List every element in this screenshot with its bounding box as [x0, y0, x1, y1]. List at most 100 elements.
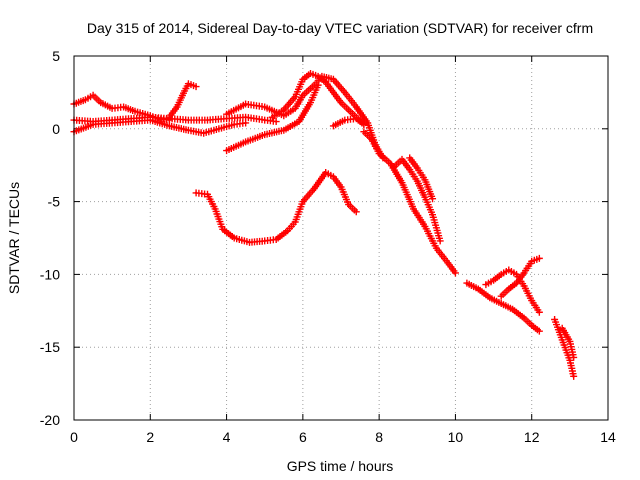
x-tick-label: 8 [375, 429, 383, 445]
x-tick-label: 12 [524, 429, 540, 445]
data-point [263, 105, 266, 109]
series-arc-8 [192, 169, 360, 246]
data-point [377, 152, 381, 155]
data-point [110, 107, 114, 110]
data-point [484, 283, 488, 286]
data-point [274, 120, 278, 123]
series-arc-9 [329, 115, 368, 130]
data-point [187, 82, 190, 85]
series-arc-6 [268, 70, 368, 128]
data-point [572, 375, 575, 378]
data-point [194, 191, 198, 195]
series-markers [192, 169, 360, 246]
data-point [301, 94, 305, 97]
data-point [355, 117, 358, 120]
data-point [316, 75, 320, 78]
data-point [282, 129, 285, 132]
data-point [91, 94, 95, 97]
y-tick-label: -20 [40, 412, 60, 428]
data-point [530, 299, 533, 302]
data-point [488, 296, 491, 299]
plot-frame [73, 55, 609, 421]
data-point [561, 327, 564, 330]
data-point [133, 110, 137, 113]
data-point [99, 101, 102, 104]
data-point [206, 118, 209, 122]
data-point [168, 115, 171, 119]
data-point [294, 95, 297, 98]
data-point [221, 228, 224, 231]
data-point [366, 121, 369, 125]
data-point [84, 98, 87, 101]
data-point [297, 120, 301, 123]
data-point [130, 120, 133, 123]
data-point [507, 268, 511, 272]
data-point [332, 91, 335, 94]
x-tick-label: 0 [70, 429, 78, 445]
data-point [324, 171, 327, 174]
series-arc-14 [482, 266, 543, 316]
data-point [282, 114, 285, 117]
series-arc-3 [70, 116, 250, 137]
data-point [389, 162, 392, 165]
data-point [149, 118, 152, 122]
data-point [294, 107, 297, 110]
data-point [91, 123, 95, 126]
y-axis-label: SDTVAR / TECUs [6, 182, 22, 294]
data-point [423, 178, 427, 181]
data-point [454, 271, 457, 275]
grid [73, 55, 609, 421]
data-point [244, 121, 247, 125]
data-point [347, 108, 350, 112]
data-point [522, 271, 526, 275]
data-point [530, 324, 533, 327]
series-arc-11 [390, 155, 444, 245]
data-point [408, 168, 411, 171]
data-point [522, 316, 526, 320]
data-point [538, 311, 541, 314]
data-point [568, 359, 572, 362]
series-arc-7 [223, 81, 322, 155]
data-point [309, 72, 312, 75]
series-markers [165, 80, 200, 121]
data-point [244, 115, 247, 119]
data-point [515, 281, 518, 285]
series-markers [463, 279, 543, 335]
data-point [522, 284, 526, 288]
series-arc-13 [463, 279, 543, 335]
data-point [343, 118, 347, 122]
data-point [347, 203, 350, 206]
data-point [263, 118, 266, 122]
data-point [423, 225, 427, 228]
data-point [313, 187, 316, 190]
data-point [393, 165, 396, 168]
tick-labels: 0 2 4 6 8 10 12 14 -20 -15 -10 -5 0 5 [40, 48, 616, 445]
series-arc-10 [360, 128, 459, 277]
x-tick-label: 10 [448, 429, 464, 445]
data-point [435, 246, 438, 250]
data-point [400, 181, 404, 184]
data-point [431, 213, 434, 216]
data-point [362, 123, 366, 126]
data-point [282, 108, 285, 112]
data-point [412, 207, 415, 211]
data-point [538, 329, 541, 333]
data-point [286, 229, 289, 232]
data-point [370, 137, 373, 141]
data-point [248, 241, 251, 244]
x-tick-label: 4 [223, 429, 231, 445]
data-point [316, 83, 320, 87]
y-tick-label: -5 [48, 194, 61, 210]
data-point [217, 127, 221, 130]
series-markers [360, 128, 459, 277]
data-point [538, 257, 541, 260]
data-point [572, 356, 575, 359]
chart-title: Day 315 of 2014, Sidereal Day-to-day VTE… [87, 20, 593, 36]
data-point [194, 85, 198, 88]
data-point [477, 287, 480, 291]
series-arc-12 [406, 154, 437, 203]
data-point [294, 220, 297, 224]
data-point [309, 101, 312, 104]
series-markers [551, 316, 578, 380]
